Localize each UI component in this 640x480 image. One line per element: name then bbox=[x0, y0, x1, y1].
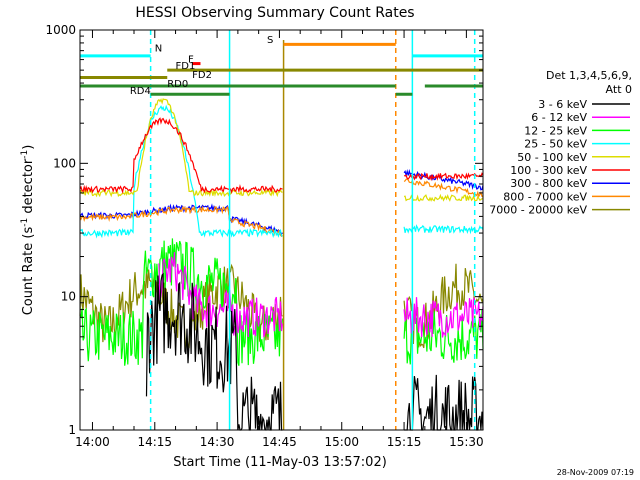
y-axis-label-mid: detector bbox=[21, 158, 36, 218]
series-line bbox=[79, 117, 484, 194]
x-axis-label: Start Time (11-May-03 13:57:02) bbox=[173, 455, 387, 470]
x-tick-label: 14:15 bbox=[137, 435, 172, 449]
legend-label: 6 - 12 keV bbox=[531, 111, 587, 124]
legend-header-attenuator: Att 0 bbox=[606, 83, 632, 96]
x-tick-label: 15:30 bbox=[449, 435, 484, 449]
y-axis-label-sup2: -1 bbox=[20, 150, 30, 159]
legend-label: 300 - 800 keV bbox=[510, 177, 587, 190]
series-line bbox=[79, 98, 484, 202]
y-tick-label: 1000 bbox=[45, 23, 76, 37]
series-line bbox=[158, 252, 484, 338]
y-axis-label: Count Rate (s-1 detector-1) bbox=[20, 145, 36, 316]
flag-label: RD4 bbox=[130, 86, 151, 97]
x-tick-label: 14:30 bbox=[200, 435, 235, 449]
legend-label: 12 - 25 keV bbox=[524, 124, 587, 137]
y-axis-label-sup1: -1 bbox=[20, 218, 30, 227]
flag-label: F bbox=[188, 55, 194, 66]
legend-label: 100 - 300 keV bbox=[510, 164, 587, 177]
y-tick-label: 100 bbox=[53, 156, 76, 170]
series-line bbox=[145, 272, 484, 431]
y-tick-label: 10 bbox=[61, 290, 76, 304]
flag-label: FD1 bbox=[176, 61, 196, 72]
footer-timestamp: 28-Nov-2009 07:19 bbox=[557, 468, 634, 477]
legend-label: 7000 - 20000 keV bbox=[489, 204, 587, 217]
x-tick-label: 15:15 bbox=[387, 435, 422, 449]
y-tick-label: 1 bbox=[68, 423, 76, 437]
legend-label: 50 - 100 keV bbox=[517, 151, 587, 164]
axes-frame bbox=[79, 29, 484, 431]
chart-title: HESSI Observing Summary Count Rates bbox=[135, 5, 414, 21]
legend-label: 3 - 6 keV bbox=[538, 98, 587, 111]
y-axis: 1 10 100 1000 bbox=[45, 23, 483, 437]
flag-label: RD0 bbox=[167, 79, 188, 90]
x-axis: 14:00 14:15 14:30 14:45 15:00 15:15 15:30 bbox=[75, 30, 484, 449]
x-tick-label: 15:00 bbox=[324, 435, 359, 449]
flag-label: N bbox=[155, 43, 162, 54]
series-line bbox=[79, 178, 484, 238]
legend-header-detectors: Det 1,3,4,5,6,9, bbox=[546, 69, 632, 82]
legend-label: 25 - 50 keV bbox=[524, 138, 587, 151]
y-axis-label-end: ) bbox=[21, 145, 36, 150]
legend-label: 800 - 7000 keV bbox=[503, 190, 587, 203]
y-axis-label-main: Count Rate (s bbox=[21, 227, 36, 316]
x-tick-label: 14:00 bbox=[75, 435, 110, 449]
flag-label: FD2 bbox=[192, 70, 212, 81]
x-tick-label: 14:45 bbox=[262, 435, 297, 449]
flag-label: S bbox=[267, 35, 273, 46]
